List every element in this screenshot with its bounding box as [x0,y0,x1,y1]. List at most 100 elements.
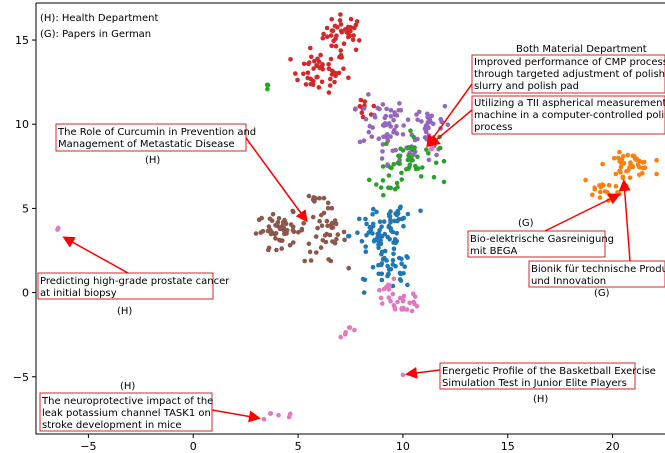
x-tick-label: 10 [396,440,410,453]
scatter-point-red [350,37,356,42]
scatter-point-green [395,160,401,166]
scatter-point-blue [387,237,393,242]
scatter-point-red [326,66,332,72]
scatter-point-orange [600,161,605,167]
y-tick-label: 10 [15,118,29,131]
scatter-point-orange [621,154,626,159]
scatter-point-red [320,35,326,41]
scatter-point-green [411,134,417,140]
scatter-point-red [329,17,335,22]
scatter-point-blue [405,211,411,217]
scatter-point-red [338,12,343,17]
note-papers-german: (G): Papers in German [40,29,151,40]
scatter-point-blue [379,224,384,229]
scatter-point-blue [386,267,392,272]
scatter-point-orange [606,182,612,188]
scatter-point-green [441,158,447,164]
scatter-point-red [295,77,300,83]
scatter-point-brown [307,249,313,255]
scatter-point-brown [287,242,293,248]
annotation-basketball-line-2: Simulation Test in Junior Elite Players [442,378,627,389]
scatter-point-brown [258,230,264,235]
scatter-point-purple [434,152,439,158]
x-tick-label: 5 [295,440,302,453]
scatter-point-purple [400,132,406,137]
scatter-point-blue [385,273,390,279]
scatter-point-purple [391,117,396,123]
scatter-point-blue [378,241,384,247]
scatter-point-blue [363,216,368,222]
scatter-point-orange [637,172,642,178]
scatter-point-purple [401,123,407,128]
scatter-point-red [354,19,360,24]
scatter-point-brown [325,205,331,211]
scatter-point-green [391,161,397,167]
scatter-point-red [345,24,351,30]
axes [35,2,665,435]
annotation-tii-line-1: Utilizing a TII aspherical measurement [474,98,665,109]
scatter-point-brown [330,239,335,244]
scatter-point-red [316,85,322,90]
scatter-point-blue [361,290,367,295]
scatter-point-orange [628,160,633,165]
scatter-point-orange [617,168,622,174]
scatter-point-red [346,75,351,81]
scatter-point-purple [397,101,402,106]
annotation-prostate-line-2: at initial biopsy [40,288,117,299]
arrow-basketball [405,366,441,379]
annotation-curcumin-tag: (H) [145,155,160,166]
scatter-point-green [431,174,437,180]
scatter-point-blue [392,237,398,242]
x-tick-label: −5 [80,440,96,453]
scatter-point-pink [392,305,398,311]
scatter-point-green [380,178,386,183]
scatter-point-orange [630,164,635,169]
scatter-point-purple [366,92,371,97]
annotation-basketball-tag: (H) [533,394,548,405]
scatter-point-blue [379,251,384,257]
scatter-point-brown [270,211,276,217]
scatter-point-purple [419,119,424,124]
scatter-point-purple [390,148,396,154]
scatter-point-red [311,66,316,71]
annotation-task1-line-3: stroke development in mice [42,420,182,431]
scatter-point-green [441,179,447,185]
scatter-point-blue [370,264,376,270]
scatter-point-blue [405,255,410,260]
annotation-curcumin-line-2: Management of Metastatic Disease [58,139,235,150]
scatter-point-purple [366,129,372,135]
scatter-point-green [411,147,416,153]
annotation-cmp: Improved performance of CMP processes th… [471,54,665,94]
scatter-point-brown [308,258,314,263]
scatter-point-brown [306,193,312,199]
scatter-point-brown [265,228,271,234]
scatter-point-green [374,182,379,187]
scatter-point-orange [612,155,617,161]
scatter-point-pink [386,295,392,300]
scatter-point-blue [382,248,388,254]
scatter-point-orange [640,160,646,165]
scatter-point-brown [319,223,325,228]
scatter-point-brown [282,231,287,237]
annotation-cmp-line-2: through targeted adjustment of polishing [474,69,665,80]
scatter-point-red [319,79,325,85]
scatter-point-blue [363,249,369,254]
annotation-curcumin-line-1: The Role of Curcumin in Prevention and [57,127,256,138]
scatter-point-brown [302,258,308,264]
scatter-point-red [328,33,334,38]
scatter-point-brown [321,195,327,201]
scatter-point-purple [384,106,389,112]
scatter-point-green [420,165,425,170]
scatter-point-blue [398,278,404,283]
scatter-point-pink [429,146,434,152]
annotation-task1-line-1: The neuroprotective impact of the [41,396,213,407]
scatter-point-red [333,73,338,79]
scatter-point-pink [347,325,353,330]
scatter-point-brown [318,245,324,250]
scatter-point-pink [391,276,397,282]
scatter-points [55,12,659,422]
annotation-arrows [62,83,631,423]
annotation-tii-box [471,95,665,135]
scatter-point-orange [627,175,633,181]
scatter-point-red [301,71,306,77]
